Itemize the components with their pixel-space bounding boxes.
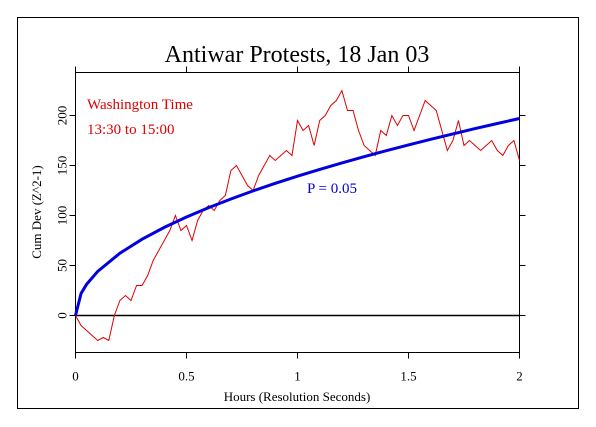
x-tick-label: 2 bbox=[516, 369, 523, 384]
y-tick-label: 150 bbox=[55, 156, 70, 176]
chart-title: Antiwar Protests, 18 Jan 03 bbox=[165, 42, 430, 68]
y-tick-label: 50 bbox=[55, 259, 70, 272]
y-axis-title: Cum Dev (Z^2-1) bbox=[29, 165, 44, 258]
series-line bbox=[75, 89, 520, 342]
x-axis-title: Hours (Resolution Seconds) bbox=[224, 389, 371, 404]
annotation: Washington Time bbox=[87, 97, 193, 113]
x-tick-label: 1 bbox=[294, 369, 301, 384]
annotation: 13:30 to 15:00 bbox=[87, 122, 175, 138]
y-tick-label: 200 bbox=[55, 106, 70, 126]
x-tick-label: 1.5 bbox=[400, 369, 416, 384]
y-tick-label: 100 bbox=[55, 206, 70, 226]
x-tick-label: 0.5 bbox=[178, 369, 194, 384]
x-tick-label: 0 bbox=[72, 369, 79, 384]
frame bbox=[17, 17, 579, 409]
annotation: P = 0.05 bbox=[307, 181, 357, 197]
y-tick-label: 0 bbox=[55, 312, 70, 319]
series-line bbox=[74, 117, 520, 316]
plot-area bbox=[75, 72, 520, 353]
